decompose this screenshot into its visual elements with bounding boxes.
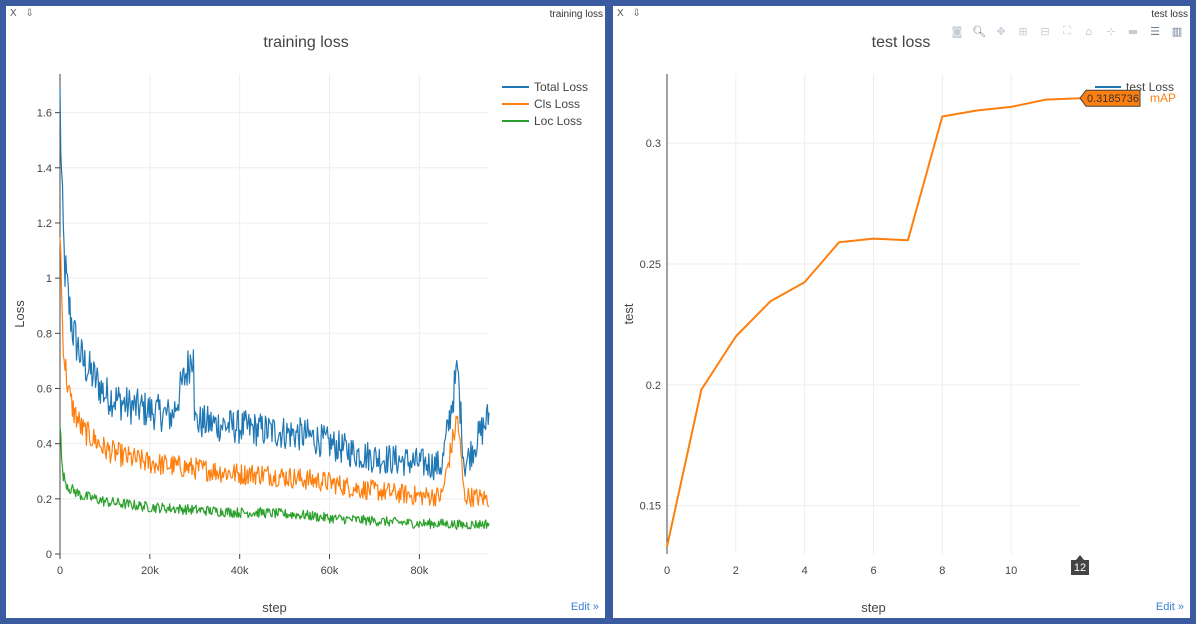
x-tick-label: 10 <box>1005 565 1017 577</box>
series-line-total-loss <box>59 87 490 481</box>
x-tick-label: 20k <box>141 565 159 577</box>
legend-label: Total Loss <box>534 80 588 94</box>
x-axis-label: step <box>262 600 287 615</box>
zoom-icon[interactable]: 🔍︎ <box>972 24 986 38</box>
x-hover-badge-label: 12 <box>1074 562 1086 574</box>
y-axis-label: Loss <box>12 300 27 328</box>
x-tick-label: 40k <box>231 565 249 577</box>
pan-icon[interactable]: ✥ <box>996 24 1006 38</box>
camera-icon[interactable]: ◙ <box>951 24 963 38</box>
series-line-cls-loss <box>59 236 490 508</box>
test-loss-pane: X ⇩ test loss 0 2 4 6 8 10 0.15 0.2 0.25 0.3 test … <box>613 6 1190 618</box>
y-tick-label: 1 <box>46 273 52 285</box>
x-tick-label: 6 <box>870 565 876 577</box>
x-tick-label: 2 <box>733 565 739 577</box>
y-tick-label: 0.25 <box>640 259 661 271</box>
y-axis-label: test <box>621 303 636 324</box>
y-tick-label: 1.6 <box>37 108 52 120</box>
legend-label: Cls Loss <box>534 97 580 111</box>
y-tick-label: 0.3 <box>646 138 661 150</box>
y-tick-label: 0.2 <box>646 380 661 392</box>
x-tick-label: 4 <box>802 565 808 577</box>
x-tick-label: 60k <box>321 565 339 577</box>
zoom-in-icon[interactable]: ⊞ <box>1018 24 1028 38</box>
window-title: test loss <box>1151 9 1188 20</box>
window-controls[interactable]: X ⇩ <box>617 8 644 19</box>
spike-lines-icon[interactable]: ⊹ <box>1106 24 1116 38</box>
x-tick-label: 0 <box>57 565 63 577</box>
y-tick-label: 0 <box>46 549 52 561</box>
window-controls[interactable]: X ⇩ <box>10 8 37 19</box>
test-loss-chart[interactable]: 0 2 4 6 8 10 0.15 0.2 0.25 0.3 test loss step test te… <box>613 6 1190 618</box>
hover-closest-icon[interactable]: ▬ <box>1127 24 1139 38</box>
y-tick-label: 0.4 <box>37 439 52 451</box>
chart-title: training loss <box>263 34 348 51</box>
training-loss-pane: X ⇩ training loss 0 20k 40k 60k 80k 0 0.2 0.4 0.… <box>6 6 605 618</box>
edit-link[interactable]: Edit » <box>570 601 599 613</box>
training-loss-chart[interactable]: 0 20k 40k 60k 80k 0 0.2 0.4 0.6 0.8 1 1.2 1.4 1.6 trai… <box>6 6 605 618</box>
x-tick-label: 80k <box>410 565 428 577</box>
y-tick-label: 1.4 <box>37 163 52 175</box>
y-tick-label: 0.8 <box>37 328 52 340</box>
x-tick-label: 8 <box>939 565 945 577</box>
plot-modebar: ◙ 🔍︎ ✥ ⊞ ⊟ ⛶ ⌂ ⊹ ▬ ☰ ▥ <box>949 23 1185 39</box>
hover-compare-icon[interactable]: ☰ <box>1150 24 1160 38</box>
y-tick-label: 0.2 <box>37 494 52 506</box>
hover-label-value: 0.3185736 <box>1087 93 1139 105</box>
hover-label-box <box>1079 89 1141 107</box>
x-hover-badge-box <box>1071 555 1089 575</box>
series-line-test-loss <box>666 97 1081 547</box>
chart-logo-icon[interactable]: ▥ <box>1171 24 1183 38</box>
series-line-loc-loss <box>59 425 490 531</box>
chart-title: test loss <box>872 34 931 51</box>
y-tick-label: 0.6 <box>37 383 52 395</box>
autoscale-icon[interactable]: ⛶ <box>1063 24 1071 37</box>
x-axis-label: step <box>861 600 886 615</box>
edit-link[interactable]: Edit » <box>1155 601 1184 613</box>
y-tick-label: 1.2 <box>37 218 52 230</box>
hover-label-series: mAP <box>1150 91 1176 105</box>
home-icon[interactable]: ⌂ <box>1085 24 1093 38</box>
zoom-out-icon[interactable]: ⊟ <box>1040 24 1050 38</box>
y-tick-label: 0.15 <box>640 501 661 513</box>
legend-label: Loc Loss <box>534 114 582 128</box>
x-tick-label: 0 <box>664 565 670 577</box>
window-title: training loss <box>549 9 603 20</box>
